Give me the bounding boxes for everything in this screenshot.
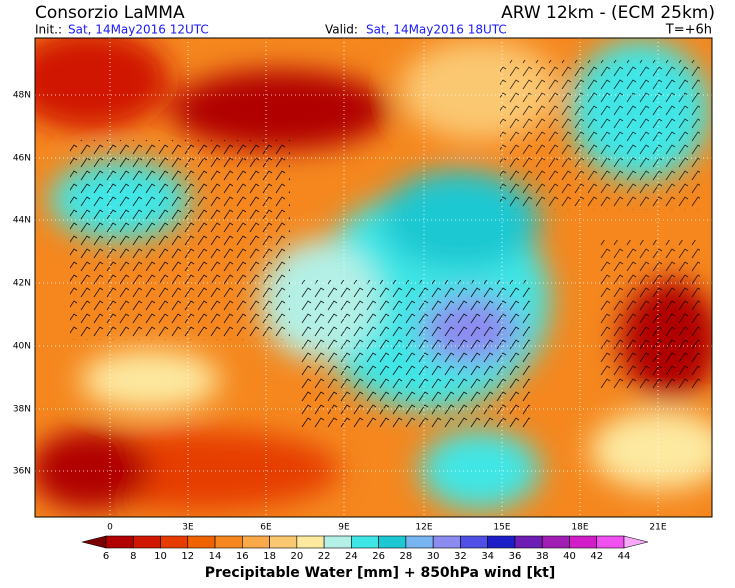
colorbar-tick-label: 22	[318, 551, 331, 562]
colorbar-low	[81, 535, 107, 549]
colorbar-segment	[596, 535, 625, 549]
colorbar-tick-label: 38	[536, 551, 549, 562]
colorbar-tick-label: 32	[454, 551, 467, 562]
colorbar-tick-label: 18	[263, 551, 276, 562]
colorbar: 6 8 10 12 14 16 18 20 22 24 26 28 30 32 34 36 38 40 42 44	[81, 535, 649, 562]
colorbar-tick-label: 20	[290, 551, 303, 562]
lon-label: 6E	[260, 523, 272, 533]
colorbar-tick-label: 28	[400, 551, 413, 562]
lat-label: 44N	[13, 216, 31, 226]
colorbar-tick-label: 14	[209, 551, 222, 562]
map-frame	[34, 37, 713, 518]
colorbar-segment	[269, 535, 298, 549]
colorbar-segment	[187, 535, 216, 549]
colorbar-tick-label: 42	[590, 551, 603, 562]
colorbar-tick-label: 40	[563, 551, 576, 562]
colorbar-segment	[514, 535, 543, 549]
lon-label: 21E	[649, 523, 666, 533]
init-label: Init.:	[35, 23, 62, 37]
colorbar-tick-label: 36	[509, 551, 522, 562]
colorbar-segment	[405, 535, 434, 549]
colorbar-tick-label: 6	[103, 551, 109, 562]
colorbar-tick-label: 26	[372, 551, 385, 562]
model: ARW 12km - (ECM 25km)	[501, 3, 715, 23]
colorbar-tick-label: 24	[345, 551, 358, 562]
lead-time: T=+6h	[665, 23, 712, 38]
title: Consorzio LaMMA	[35, 3, 185, 23]
lon-label: 15E	[493, 523, 510, 533]
colorbar-segment	[296, 535, 325, 549]
colorbar-segment	[351, 535, 379, 549]
lon-label: 18E	[571, 523, 588, 533]
lat-label: 48N	[13, 91, 31, 101]
colorbar-segment	[378, 535, 407, 549]
lat-label: 36N	[13, 467, 31, 477]
lon-label: 9E	[338, 523, 350, 533]
colorbar-tick-label: 10	[154, 551, 167, 562]
colorbar-segment	[541, 535, 570, 549]
colorbar-segment	[487, 535, 516, 549]
colorbar-tick-label: 44	[618, 551, 631, 562]
colorbar-tick-label: 30	[427, 551, 440, 562]
colorbar-segment	[160, 535, 189, 549]
valid-value: Sat, 14May2016 18UTC	[366, 23, 507, 37]
colorbar-tick-label: 8	[130, 551, 136, 562]
colorbar-segment	[323, 535, 352, 549]
map-field	[35, 38, 712, 517]
colorbar-high	[623, 535, 649, 549]
colorbar-segment	[569, 535, 598, 549]
colorbar-segment	[214, 535, 243, 549]
init-value: Sat, 14May2016 12UTC	[68, 23, 209, 37]
lat-label: 46N	[13, 154, 31, 164]
colorbar-title: Precipitable Water [mm] + 850hPa wind [k…	[205, 565, 556, 581]
colorbar-tick-label: 12	[181, 551, 194, 562]
lon-label: 3E	[182, 523, 194, 533]
colorbar-tick-label: 16	[236, 551, 249, 562]
colorbar-segment	[242, 535, 270, 549]
valid-label: Valid:	[325, 23, 358, 37]
colorbar-tick-label: 34	[481, 551, 494, 562]
lat-label: 40N	[13, 342, 31, 352]
colorbar-segment	[105, 535, 134, 549]
lon-label: 12E	[415, 523, 432, 533]
lon-label: 0	[107, 523, 113, 533]
colorbar-segment	[132, 535, 161, 549]
lat-label: 38N	[13, 405, 31, 415]
lat-label: 42N	[13, 279, 31, 289]
colorbar-segment	[432, 535, 461, 549]
colorbar-segment	[460, 535, 488, 549]
graticule: 48N 46N 44N 42N 40N 38N 36N 0 3E 6E 9E 12E 15E 18E 21E	[13, 38, 712, 533]
